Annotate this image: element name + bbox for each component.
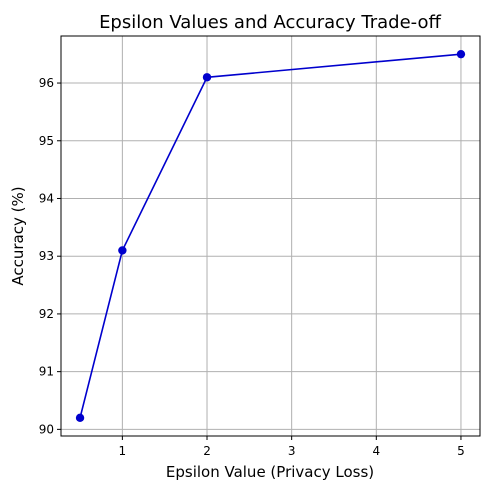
ticks: 1 2 3 4 5 90 91 92 93 94 95 96	[39, 76, 465, 458]
y-tick-label: 92	[39, 307, 54, 321]
x-tick-label: 4	[372, 444, 380, 458]
data-point	[118, 246, 127, 255]
x-tick-label: 1	[119, 444, 127, 458]
data-point	[202, 73, 212, 82]
series-layer	[75, 49, 466, 423]
chart-title: Epsilon Values and Accuracy Trade-off	[99, 12, 441, 33]
plot-frame	[60, 35, 481, 437]
y-tick-label: 95	[39, 134, 54, 148]
y-tick-label: 94	[39, 191, 54, 205]
grid	[61, 36, 480, 436]
x-tick-label: 3	[288, 444, 296, 458]
y-tick-label: 91	[39, 365, 54, 379]
x-axis-label: Epsilon Value (Privacy Loss)	[166, 463, 374, 481]
y-tick-label: 96	[39, 76, 54, 90]
y-tick-label: 93	[39, 249, 54, 263]
data-point	[456, 49, 466, 59]
x-tick-label: 2	[203, 444, 211, 458]
y-axis-label: Accuracy (%)	[9, 186, 27, 285]
series-line	[79, 53, 462, 419]
data-point	[75, 413, 85, 423]
y-tick-label: 90	[39, 422, 54, 436]
x-tick-label: 5	[457, 444, 465, 458]
